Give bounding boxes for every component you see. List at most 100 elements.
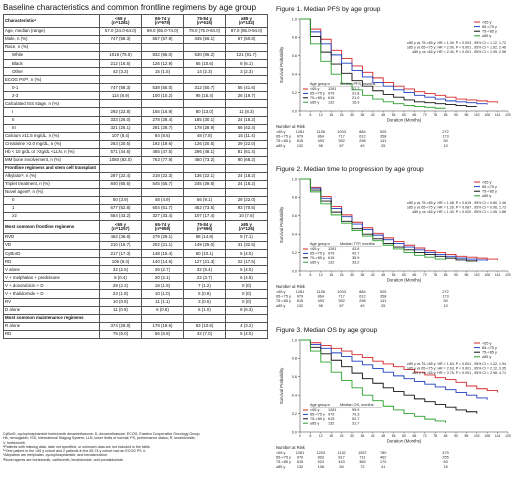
- row-label: III: [3, 123, 100, 133]
- x-tick-label: 66: [413, 113, 417, 117]
- km-chart-os: 0.0 0.2 0.4 0.6 0.8 1.0 0 6 12 18 24 30 36 42 48 54 60 66…: [276, 338, 511, 469]
- row-label: ECOG PSᵇ*, n (%): [3, 75, 100, 85]
- row-label: Calculated ISS stage, n (%): [3, 99, 100, 109]
- header-age-group: <65 y (n=1281): [99, 14, 142, 28]
- header-age-group: 75-84 y (n=615): [183, 14, 226, 28]
- cell-value: [99, 99, 142, 109]
- y-axis-label: Survival Probability: [279, 367, 284, 404]
- x-tick-label: 66: [413, 434, 417, 438]
- table-row: I 292 (22.8) 165 (16.9) 80 (13.0) 11 (8.3): [3, 107, 268, 117]
- header-age-group: 65-74 y (n=959): [141, 220, 184, 235]
- cell-value: [99, 187, 142, 197]
- cell-value: 6 (4.8): [225, 273, 268, 283]
- median-table-cell: 65-<75 y: [310, 252, 325, 256]
- km-curve-ge85: [300, 178, 447, 260]
- table-row: Calcium ≥11.5 mg/dL, n (%) 107 (8.4) 84 (8…: [3, 131, 268, 141]
- x-tick-label: 24: [340, 434, 344, 438]
- risk-count: 49: [360, 304, 364, 308]
- row-label: Male, n (%): [3, 35, 100, 45]
- x-tick-label: 0: [299, 434, 301, 438]
- cell-value: 192 (19.6): [141, 139, 184, 149]
- row-label: V alone: [3, 265, 100, 275]
- cell-value: 1050 (82.0): [99, 155, 142, 165]
- row-label: Alkylatorᶜ, n (%): [3, 171, 100, 181]
- table-row: Other 42 (3.3) 15 (1.5) 14 (2.3) 3 (2.3): [3, 67, 268, 77]
- cell-value: 567 (57.9): [141, 35, 184, 45]
- cell-value: 832 (85.0): [141, 51, 184, 61]
- median-table-header: n: [328, 82, 330, 86]
- cell-value: [225, 187, 268, 197]
- x-tick-label: 30: [350, 273, 354, 277]
- cell-value: 22 (3.7): [183, 273, 226, 283]
- cell-value: 185 (30.1): [183, 115, 226, 125]
- cell-value: 3 (0.5): [183, 297, 226, 307]
- risk-count: 711: [359, 456, 365, 460]
- x-tick-label: 18: [329, 434, 333, 438]
- x-tick-label: 12: [319, 113, 323, 117]
- row-label: Black: [3, 59, 100, 69]
- x-tick-label: 30: [350, 113, 354, 117]
- risk-count: 141: [380, 299, 386, 303]
- median-table-cell: 132: [328, 260, 334, 264]
- risk-count: 1136: [317, 290, 325, 294]
- x-axis-label: Duration (Months): [387, 278, 422, 283]
- cell-value: 14 (2.3): [183, 67, 226, 77]
- x-tick-label: 108: [484, 273, 490, 277]
- cell-value: 29 (22.0): [225, 139, 268, 149]
- x-tick-label: 30: [350, 434, 354, 438]
- cell-value: 48 (4.9): [141, 195, 184, 206]
- cell-value: 4 (3.2): [225, 321, 268, 331]
- risk-count: 272: [442, 290, 448, 294]
- row-label: Calcium ≥11.5 mg/dL, n (%): [3, 131, 100, 141]
- cell-value: 10 (7.6): [225, 212, 268, 222]
- table-row: Age, median (range) 57.0 (24.0-64.0) 69.0 …: [3, 26, 268, 37]
- hr-stat: ≥85 y vs <65 y: HR = 1.40, P = 0.020 , 9…: [412, 210, 506, 214]
- y-tick-label: 0.0: [292, 430, 297, 434]
- row-label: Age, median (range): [3, 26, 100, 37]
- table-row: Black 212 (16.5) 126 (12.9) 65 (10.6) 8 (6.1…: [3, 59, 268, 69]
- cell-value: [225, 313, 268, 323]
- cell-value: 75 (6.0): [99, 329, 142, 339]
- y-tick-label: 0.0: [292, 109, 297, 113]
- cell-value: 321 (25.1): [99, 123, 142, 133]
- cell-value: 126 (20.5): [183, 139, 226, 149]
- risk-row-label: 65-<75 y: [276, 135, 291, 139]
- x-tick-label: 6: [309, 273, 311, 277]
- cell-value: 80 (13.0): [183, 107, 226, 117]
- y-tick-label: 0.8: [292, 196, 297, 200]
- cell-value: 11 (0.9): [99, 305, 142, 315]
- x-tick-label: 54: [392, 113, 396, 117]
- risk-count: 864: [318, 135, 324, 139]
- y-axis-label: Survival Probability: [279, 206, 284, 243]
- median-table-cell: 132: [328, 100, 334, 104]
- x-tick-label: 108: [484, 113, 490, 117]
- cell-value: [141, 163, 184, 173]
- y-tick-label: 0.4: [292, 73, 297, 77]
- table-row: RD 75 (6.0) 56 (5.8) 42 (7.0) 5 (4.0): [3, 329, 268, 339]
- cell-value: 5 (4.0): [225, 265, 268, 275]
- hr-stat: ≥85 y vs 75-<85 y: HR = 1.54, P = 0.001 …: [407, 362, 506, 366]
- figure-1-pfs: Figure 1. Median PFS by age group 0.0 0.2…: [276, 5, 520, 165]
- table-row: Race, n (%): [3, 43, 268, 53]
- table-row: ECOG PSᵇ*, n (%): [3, 75, 268, 85]
- x-tick-label: 78: [433, 113, 437, 117]
- cell-value: 278 (28.4): [141, 115, 184, 125]
- risk-count: 864: [318, 295, 324, 299]
- cell-value: 178 (28.9): [183, 123, 226, 133]
- risk-count: 41: [381, 465, 385, 469]
- risk-count: 979: [297, 135, 303, 139]
- cell-value: 178 (18.6): [141, 321, 184, 331]
- cell-value: 100 (10.2): [141, 91, 184, 101]
- km-chart-pfs: 0.00.20.40.60.81.00 6 12 18 24 30 36 42 48 54 60 66…: [276, 17, 511, 148]
- x-tick-label: 48: [381, 273, 385, 277]
- x-tick-label: 24: [340, 113, 344, 117]
- row-label: Triplet treatment, n (%): [3, 179, 100, 189]
- row-label: Race, n (%): [3, 43, 100, 53]
- cell-value: 121 (91.7): [225, 51, 268, 61]
- median-table-cell: 43.6: [352, 247, 359, 251]
- risk-row-label: <65 y: [276, 451, 285, 455]
- x-tick-label: 96: [465, 434, 469, 438]
- risk-count: 10: [443, 144, 447, 148]
- cell-value: 48 (7.8): [183, 131, 226, 141]
- cell-value: 106 (8.4): [99, 257, 142, 267]
